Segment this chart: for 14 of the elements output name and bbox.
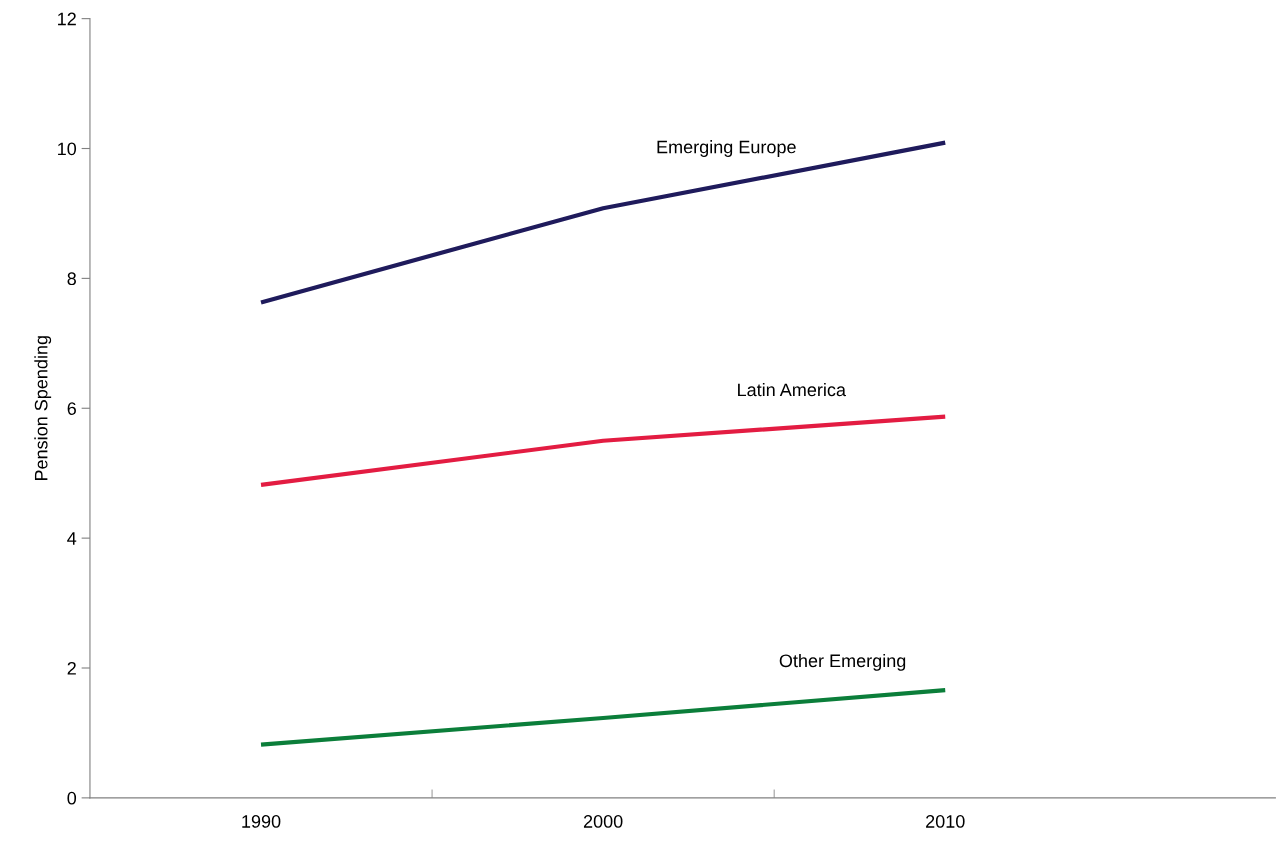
series-label: Other Emerging (779, 653, 906, 671)
series-label: Emerging Europe (657, 140, 796, 157)
y-tick-label: 2 (67, 661, 76, 675)
x-tick-label: 2000 (583, 815, 623, 828)
x-tick-label: 1990 (242, 815, 281, 828)
y-axis-title: Pension Spending (34, 336, 52, 481)
y-tick-label: 4 (67, 532, 77, 545)
y-tick-label: 0 (67, 791, 77, 805)
y-tick-label: 8 (67, 272, 76, 286)
y-tick-label: 6 (67, 402, 76, 415)
x-tick-label: 2010 (926, 815, 965, 828)
series-label: Latin America (738, 382, 846, 397)
y-tick-label: 12 (58, 12, 76, 26)
y-tick-label: 10 (58, 142, 77, 156)
